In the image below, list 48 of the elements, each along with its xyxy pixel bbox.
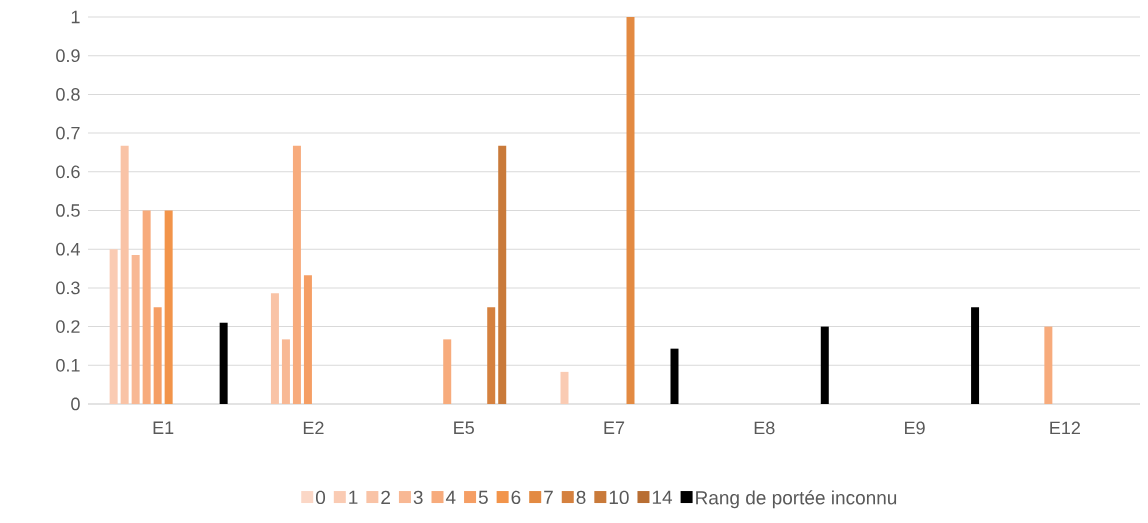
- legend-label: 4: [445, 490, 456, 504]
- y-tick-label: 0.3: [56, 281, 80, 295]
- bar: [303, 275, 312, 404]
- bar: [109, 249, 118, 404]
- bar: [281, 339, 290, 404]
- legend-label: Rang de portée inconnu: [696, 490, 897, 509]
- bar: [219, 322, 228, 404]
- y-tick-label: 0.5: [56, 204, 80, 217]
- x-tick-label: E9: [905, 421, 925, 435]
- y-tick-label: 0.8: [56, 88, 80, 101]
- legend-label: 14: [652, 490, 673, 504]
- bar: [131, 255, 140, 404]
- bar: [971, 307, 980, 404]
- y-tick-label: 0: [71, 397, 80, 411]
- x-tick-label: E12: [1050, 421, 1080, 435]
- x-tick-label: E2: [303, 421, 324, 435]
- legend-label: 2: [381, 490, 390, 504]
- bar: [443, 339, 452, 404]
- bar: [498, 145, 507, 404]
- y-tick-label: 0.4: [56, 242, 80, 256]
- legend-label: 1: [349, 490, 358, 504]
- y-tick-label: 0.2: [56, 320, 80, 333]
- x-tick-label: E8: [754, 421, 775, 435]
- bar: [820, 326, 829, 404]
- legend-label: 8: [576, 490, 586, 505]
- bar: [270, 293, 279, 404]
- y-tick-label: 0.9: [56, 49, 80, 63]
- bar: [292, 145, 301, 404]
- legend-label: 7: [544, 490, 553, 504]
- y-tick-label: 0.6: [56, 165, 80, 179]
- legend-label: 6: [511, 490, 521, 505]
- bar: [1044, 326, 1053, 404]
- y-tick-label: 0.1: [56, 358, 80, 372]
- legend-label: 10: [609, 490, 629, 505]
- y-tick-label: 1: [71, 10, 80, 24]
- legend-label: 3: [413, 490, 423, 505]
- y-tick-label: 0.7: [56, 126, 80, 140]
- x-tick-label: E5: [454, 421, 474, 435]
- bar: [120, 145, 129, 404]
- bar: [142, 210, 151, 404]
- x-tick-label: E7: [604, 421, 625, 434]
- bar: [164, 210, 173, 404]
- bar: [487, 307, 496, 404]
- bar: [670, 348, 679, 404]
- x-tick-label: E1: [153, 421, 174, 434]
- legend-label: 0: [315, 490, 326, 505]
- legend-label: 5: [478, 490, 488, 505]
- bar: [153, 307, 162, 404]
